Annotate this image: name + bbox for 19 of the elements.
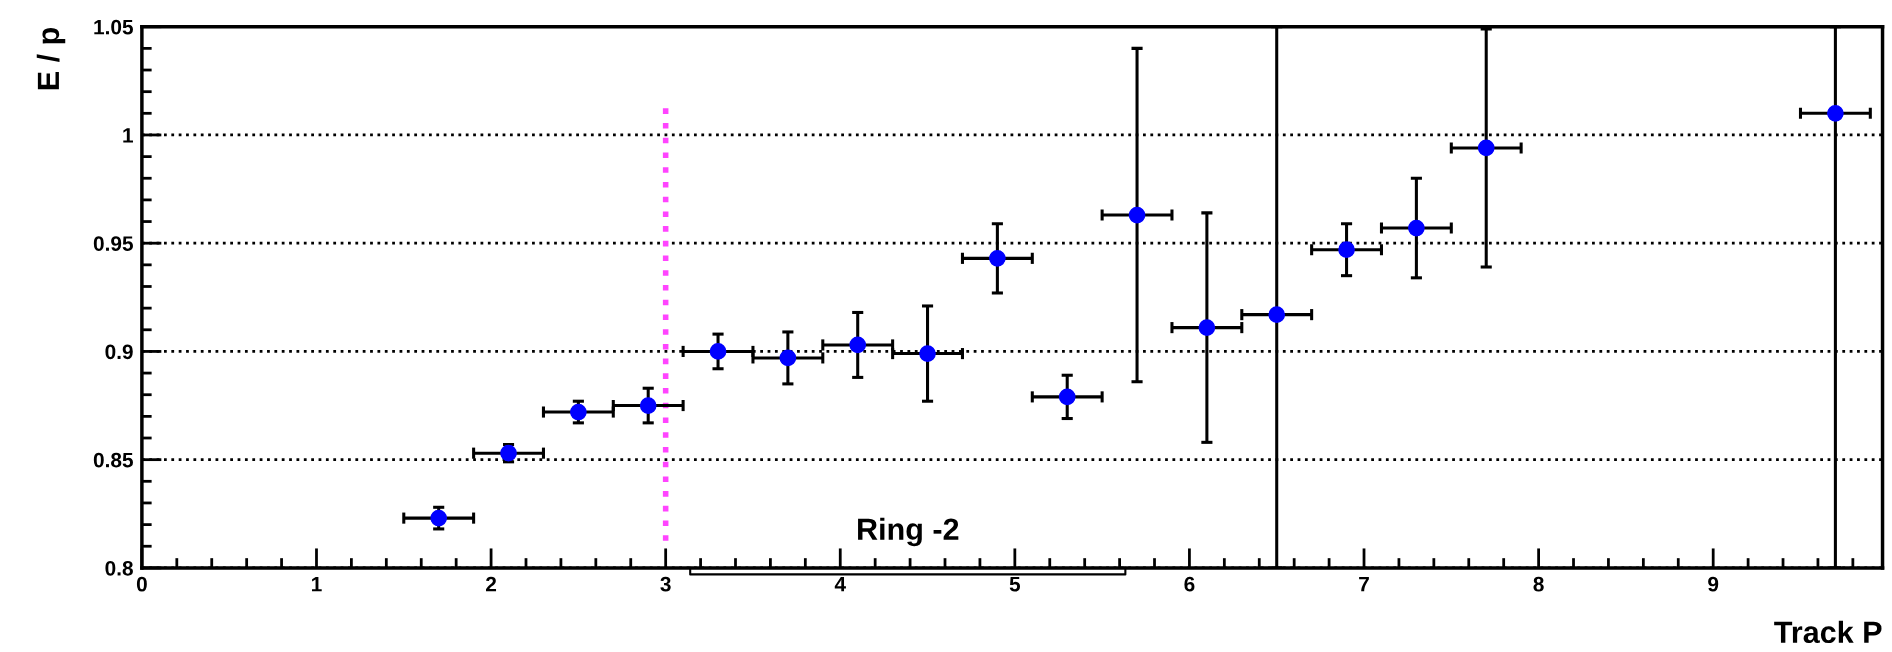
x-axis-title: Track P: [1774, 620, 1882, 644]
x-tick-label: 2: [486, 576, 497, 592]
x-tick-label: 7: [1359, 576, 1369, 592]
x-tick-label: 5: [1009, 576, 1021, 592]
x-tick-label: 3: [660, 576, 671, 592]
y-tick-label: 0.85: [93, 452, 133, 468]
x-tick-label: 4: [834, 576, 846, 592]
y-tick-label: 0.8: [105, 560, 133, 576]
x-tick-label: 0: [136, 576, 147, 592]
y-tick-label: 1: [123, 128, 133, 143]
x-tick-label: 8: [1533, 576, 1544, 592]
y-tick-label: 1.05: [94, 19, 133, 35]
y-tick-label: 0.95: [93, 236, 133, 251]
y-tick-label: 0.9: [105, 344, 133, 360]
annotation: Ring -2: [858, 517, 959, 547]
x-tick-label: 9: [1708, 576, 1719, 592]
x-tick-label: 1: [312, 576, 322, 592]
x-tick-label: 6: [1184, 576, 1195, 592]
y-axis-title: E / p: [36, 27, 66, 90]
